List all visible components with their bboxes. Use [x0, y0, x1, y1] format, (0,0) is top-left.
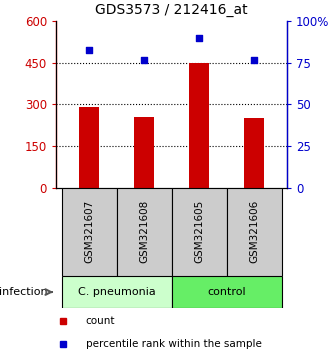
Title: GDS3573 / 212416_at: GDS3573 / 212416_at	[95, 4, 248, 17]
Point	[142, 57, 147, 62]
Bar	[172, 188, 227, 276]
Bar	[116, 188, 172, 276]
Text: percentile rank within the sample: percentile rank within the sample	[86, 339, 262, 349]
Text: GSM321607: GSM321607	[84, 200, 94, 263]
Text: GSM321606: GSM321606	[249, 200, 259, 263]
Bar	[80, 107, 99, 188]
Bar	[245, 118, 264, 188]
Text: C. pneumonia: C. pneumonia	[78, 287, 155, 297]
Bar	[172, 276, 281, 308]
Point	[196, 35, 202, 41]
Text: GSM321605: GSM321605	[194, 200, 204, 263]
Text: count: count	[86, 316, 115, 326]
Bar	[135, 118, 154, 188]
Text: control: control	[207, 287, 246, 297]
Bar	[189, 63, 209, 188]
Text: infection: infection	[0, 287, 48, 297]
Point	[86, 47, 92, 52]
Point	[251, 57, 257, 62]
Bar	[62, 188, 116, 276]
Bar	[227, 188, 281, 276]
Bar	[62, 276, 172, 308]
Text: GSM321608: GSM321608	[139, 200, 149, 263]
